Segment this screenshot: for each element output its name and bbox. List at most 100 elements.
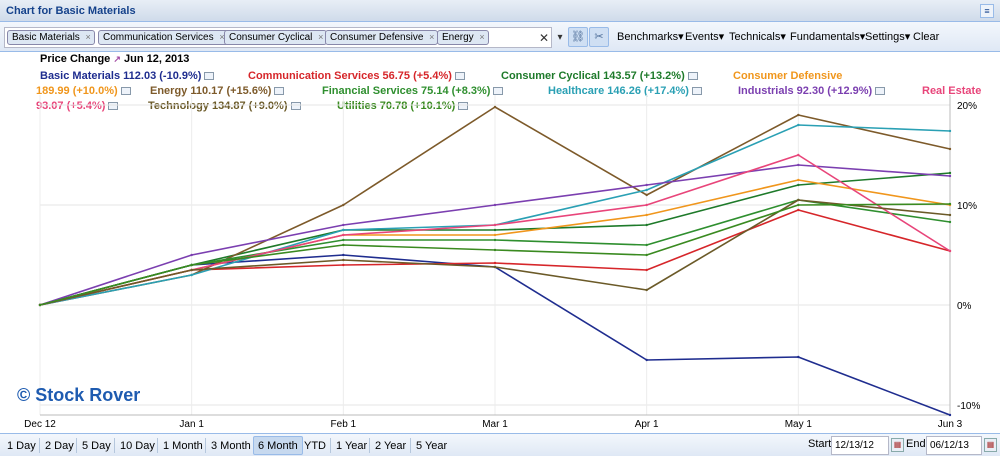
legend-options-icon[interactable]: [691, 87, 702, 96]
data-point-communication-services: [493, 261, 497, 265]
menu-technicals[interactable]: Technicals▾: [729, 31, 786, 43]
legend-options-icon[interactable]: [493, 87, 504, 96]
tag-remove-icon[interactable]: ×: [479, 32, 485, 42]
x-tick-label: Jan 1: [179, 419, 204, 430]
legend-options-icon[interactable]: [120, 87, 131, 96]
range-6-month[interactable]: 6 Month: [253, 436, 303, 455]
range-2-year[interactable]: 2 Year: [375, 440, 407, 452]
tag-remove-icon[interactable]: ×: [85, 32, 91, 42]
price-change-chart[interactable]: 20% 10% 0% -10% Dec 12 Jan 1 Feb 1 Mar 1 Apr 1 Ma…: [0, 85, 1000, 433]
price-change-icon[interactable]: ↗: [113, 54, 121, 64]
legend-real-estate-value[interactable]: 93.07 (+5.4%): [36, 100, 119, 112]
data-point-industrials: [797, 163, 800, 167]
legend-financial-services[interactable]: Financial Services 75.14 (+8.3%): [322, 85, 504, 97]
x-tick-label: Dec 12: [24, 419, 56, 430]
data-point-real-estate: [493, 223, 497, 227]
data-point-utilities: [190, 263, 193, 267]
tag-remove-icon[interactable]: ×: [219, 32, 225, 42]
data-point-energy: [645, 193, 648, 197]
range-2-day[interactable]: 2 Day: [45, 440, 74, 452]
legend-text: Utilities 70.78 (+10.1%): [337, 100, 456, 112]
legend-text: Industrials 92.30 (+12.9%): [738, 85, 873, 97]
range-1-day[interactable]: 1 Day: [7, 440, 36, 452]
legend-consumer-defensive-value[interactable]: 189.99 (+10.0%): [36, 85, 131, 97]
legend-options-icon[interactable]: [204, 72, 215, 81]
range-ytd[interactable]: YTD: [304, 440, 326, 452]
legend-healthcare[interactable]: Healthcare 146.26 (+17.4%): [548, 85, 702, 97]
chevron-down-icon[interactable]: ▾: [557, 32, 563, 43]
data-point-basic-materials: [342, 253, 345, 257]
end-date-label: End: [906, 438, 926, 450]
tag-energy[interactable]: Energy ×: [437, 30, 489, 45]
menu-events[interactable]: Events▾: [685, 31, 725, 43]
price-change-header: Price Change ↗ Jun 12, 2013: [40, 53, 189, 65]
link-icon[interactable]: ⛓: [568, 27, 588, 47]
data-point-consumer-cyclical: [948, 171, 952, 175]
legend-options-icon[interactable]: [458, 102, 469, 111]
legend-real-estate[interactable]: Real Estate: [922, 85, 981, 97]
data-point-industrials: [948, 174, 952, 178]
legend-text: Financial Services 75.14 (+8.3%): [322, 85, 491, 97]
legend-options-icon[interactable]: [274, 87, 285, 96]
legend-text: 189.99 (+10.0%): [36, 85, 118, 97]
y-tick-label: -10%: [957, 401, 980, 412]
data-point-technology: [190, 268, 193, 272]
data-point-technology: [493, 265, 497, 269]
tag-basic-materials[interactable]: Basic Materials ×: [7, 30, 95, 45]
range-5-year[interactable]: 5 Year: [416, 440, 448, 452]
legend-options-icon[interactable]: [687, 72, 698, 81]
tag-label: Basic Materials: [12, 32, 80, 43]
tag-remove-icon[interactable]: ×: [318, 32, 324, 42]
tag-remove-icon[interactable]: ×: [429, 32, 435, 42]
legend-energy[interactable]: Energy 110.17 (+15.6%): [150, 85, 285, 97]
data-point-consumer-defensive: [797, 178, 800, 182]
clear-tags-icon[interactable]: ✕: [539, 31, 550, 45]
range-10-day[interactable]: 10 Day: [120, 440, 155, 452]
legend-technology[interactable]: Technology 134.87 (+9.0%): [148, 100, 301, 112]
legend-communication-services[interactable]: Communication Services 56.75 (+5.4%): [248, 70, 465, 82]
data-point-communication-services: [645, 268, 648, 272]
data-point-healthcare: [797, 123, 800, 127]
legend-options-icon[interactable]: [290, 102, 301, 111]
ticker-tag-input[interactable]: Basic Materials × Communication Services…: [4, 27, 552, 48]
data-point-energy: [797, 113, 800, 117]
tag-consumer-cyclical[interactable]: Consumer Cyclical ×: [224, 30, 328, 45]
legend-options-icon[interactable]: [108, 102, 119, 111]
tag-communication-services[interactable]: Communication Services ×: [98, 30, 229, 45]
data-point-consumer-cyclical: [645, 223, 648, 227]
tag-label: Energy: [442, 32, 474, 43]
range-1-month[interactable]: 1 Month: [163, 440, 203, 452]
menu-clear[interactable]: Clear: [913, 31, 940, 43]
start-date-input[interactable]: 12/13/12: [831, 436, 889, 455]
data-point-healthcare: [645, 188, 648, 192]
legend-consumer-defensive[interactable]: Consumer Defensive: [733, 70, 842, 82]
calendar-icon[interactable]: ▦: [891, 438, 904, 452]
range-separator: [114, 438, 115, 453]
calendar-icon[interactable]: ▦: [984, 438, 997, 452]
range-separator: [330, 438, 331, 453]
end-date-input[interactable]: 06/12/13: [926, 436, 982, 455]
legend-basic-materials[interactable]: Basic Materials 112.03 (-10.9%): [40, 70, 215, 82]
stock-rover-watermark: © Stock Rover: [17, 385, 141, 405]
range-3-month[interactable]: 3 Month: [211, 440, 251, 452]
data-point-technology: [797, 198, 800, 202]
data-point-industrials: [645, 183, 648, 187]
unlink-icon[interactable]: ✂: [589, 27, 609, 47]
legend-options-icon[interactable]: [454, 72, 465, 81]
chart-legend: Price Change ↗ Jun 12, 2013 Basic Materi…: [0, 52, 1000, 112]
range-5-day[interactable]: 5 Day: [82, 440, 111, 452]
range-1-year[interactable]: 1 Year: [336, 440, 368, 452]
menu-benchmarks[interactable]: Benchmarks▾: [617, 31, 684, 43]
data-point-real-estate: [948, 249, 952, 253]
legend-options-icon[interactable]: [875, 87, 886, 96]
tag-consumer-defensive[interactable]: Consumer Defensive ×: [325, 30, 439, 45]
data-point-energy: [342, 203, 345, 207]
range-separator: [157, 438, 158, 453]
menu-fundamentals[interactable]: Fundamentals▾: [790, 31, 866, 43]
legend-industrials[interactable]: Industrials 92.30 (+12.9%): [738, 85, 886, 97]
legend-consumer-cyclical[interactable]: Consumer Cyclical 143.57 (+13.2%): [501, 70, 698, 82]
menu-settings[interactable]: Settings▾: [865, 31, 911, 43]
data-point-basic-materials: [948, 413, 952, 417]
legend-utilities[interactable]: Utilities 70.78 (+10.1%): [337, 100, 469, 112]
collapse-icon[interactable]: ≡: [980, 4, 994, 18]
